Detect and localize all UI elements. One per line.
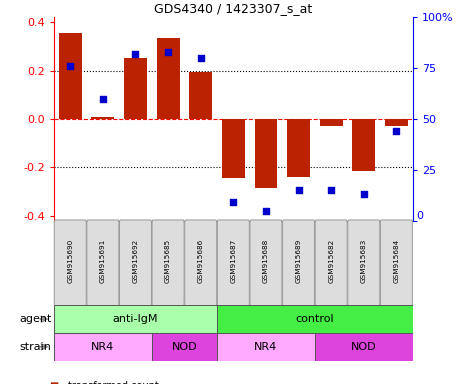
Text: control: control [295,314,334,324]
FancyBboxPatch shape [283,220,315,306]
Text: GSM915692: GSM915692 [132,239,138,283]
Text: 0: 0 [416,211,424,221]
Bar [54,333,152,361]
Text: GSM915683: GSM915683 [361,239,367,283]
Text: strain: strain [20,342,52,352]
Text: GSM915690: GSM915690 [67,239,73,283]
Text: GSM915689: GSM915689 [295,239,302,283]
Bar [385,119,408,126]
Bar [59,33,82,119]
Bar [287,119,310,177]
Bar [217,333,315,361]
FancyBboxPatch shape [152,220,184,306]
Point [393,128,400,134]
Bar [222,119,245,179]
Text: GSM915688: GSM915688 [263,239,269,283]
Bar [157,38,180,119]
Bar [315,333,413,361]
Text: GSM915691: GSM915691 [100,239,106,283]
Point [295,187,303,194]
FancyBboxPatch shape [185,220,217,306]
Bar [255,119,277,188]
Point [229,199,237,205]
Bar [124,58,147,119]
Bar [217,305,413,333]
FancyBboxPatch shape [348,220,380,306]
Bar [152,333,217,361]
Text: agent: agent [19,314,52,324]
Point [262,208,270,214]
Point [360,191,368,197]
Text: GSM915685: GSM915685 [165,239,171,283]
FancyBboxPatch shape [54,220,86,306]
Text: anti-IgM: anti-IgM [113,314,158,324]
FancyBboxPatch shape [87,220,119,306]
Title: GDS4340 / 1423307_s_at: GDS4340 / 1423307_s_at [154,2,312,15]
Text: GSM915682: GSM915682 [328,239,334,283]
FancyBboxPatch shape [250,220,282,306]
FancyBboxPatch shape [380,220,412,306]
Bar [91,117,114,119]
Text: NOD: NOD [172,342,197,352]
Text: GSM915684: GSM915684 [393,239,400,283]
Bar [189,72,212,119]
Point [132,51,139,57]
Text: NR4: NR4 [91,342,114,352]
Point [164,49,172,55]
FancyBboxPatch shape [217,220,250,306]
Bar [352,119,375,171]
Text: GSM915686: GSM915686 [198,239,204,283]
Text: NOD: NOD [351,342,377,352]
Text: transformed count: transformed count [68,381,159,384]
Text: GSM915687: GSM915687 [230,239,236,283]
Bar [54,305,217,333]
Text: ■: ■ [49,381,59,384]
Point [197,55,204,61]
Point [67,63,74,69]
Point [327,187,335,194]
FancyBboxPatch shape [120,220,151,306]
Bar [320,119,342,126]
FancyBboxPatch shape [315,220,347,306]
Text: NR4: NR4 [254,342,278,352]
Point [99,96,106,102]
